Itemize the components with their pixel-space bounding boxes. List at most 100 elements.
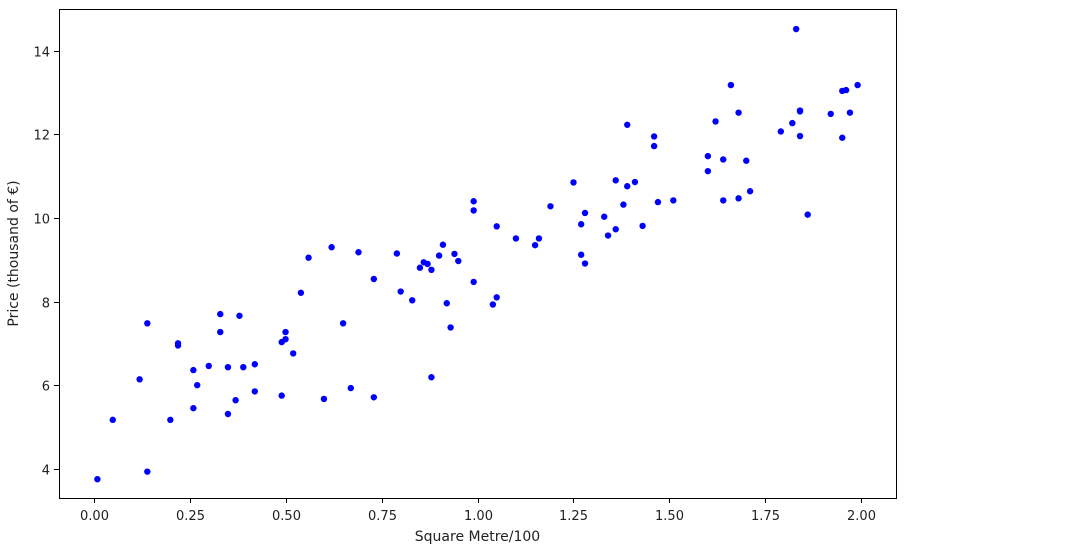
data-point — [577, 251, 585, 258]
data-point — [720, 156, 727, 163]
data-point — [601, 213, 608, 220]
data-point — [393, 250, 401, 257]
data-point — [612, 177, 619, 184]
data-point — [194, 381, 201, 389]
y-axis-title: Price (thousand of €) — [6, 180, 22, 326]
y-tick-label: 8 — [42, 297, 50, 312]
x-tick-label: 1.00 — [464, 509, 493, 524]
data-point — [435, 252, 443, 259]
data-point — [827, 110, 834, 118]
data-point — [144, 320, 151, 327]
data-point — [174, 342, 182, 349]
data-point — [547, 203, 554, 210]
data-point — [670, 197, 677, 204]
data-point — [854, 81, 861, 89]
data-point — [581, 209, 589, 217]
x-tick-label: 0.50 — [272, 509, 301, 524]
data-point — [743, 157, 750, 164]
data-point — [278, 392, 285, 399]
data-point — [439, 241, 447, 248]
data-point — [631, 178, 639, 186]
data-point — [727, 81, 735, 89]
data-point — [650, 142, 658, 150]
x-tick-label: 0.25 — [176, 509, 205, 524]
data-point — [735, 109, 742, 116]
x-tick-label: 2.00 — [847, 509, 876, 524]
x-tick-label: 1.25 — [559, 509, 588, 524]
data-point — [493, 223, 500, 230]
data-point — [224, 363, 232, 371]
data-point — [639, 222, 646, 230]
data-point — [470, 278, 477, 286]
data-point — [347, 384, 354, 392]
data-point — [796, 108, 804, 115]
data-point — [282, 328, 289, 336]
data-point — [570, 179, 577, 186]
data-point — [624, 121, 631, 128]
data-point — [94, 475, 101, 483]
data-point — [804, 211, 811, 218]
data-point — [416, 264, 424, 271]
data-point — [224, 410, 232, 418]
x-axis: 0.00 0.25 0.50 0.75 1.00 1.25 1.50 1.75 2.00 — [80, 498, 876, 524]
x-tick-label: 1.50 — [655, 509, 684, 524]
data-point — [370, 275, 378, 283]
x-tick-label: 0.00 — [80, 509, 109, 524]
data-point — [796, 132, 804, 140]
data-point — [278, 338, 285, 346]
data-point — [339, 320, 347, 327]
data-point — [320, 395, 328, 403]
data-point — [443, 300, 450, 307]
data-point — [424, 260, 431, 268]
x-tick-label: 0.75 — [368, 509, 397, 524]
data-point — [650, 133, 658, 140]
data-point — [620, 201, 627, 208]
data-point — [470, 198, 477, 205]
data-point — [355, 249, 362, 256]
data-point — [846, 109, 854, 116]
data-point — [470, 207, 477, 214]
data-point — [777, 128, 785, 135]
data-point — [535, 235, 543, 242]
data-point — [624, 183, 631, 190]
data-point — [217, 310, 224, 318]
data-point — [704, 167, 712, 175]
data-point — [428, 374, 435, 381]
data-point — [217, 328, 224, 336]
points-layer — [94, 25, 861, 483]
data-point — [136, 376, 143, 383]
data-point — [604, 232, 612, 239]
data-point — [612, 226, 619, 233]
y-tick-label: 4 — [42, 464, 50, 479]
data-point — [190, 404, 197, 412]
data-point — [290, 350, 297, 357]
data-point — [428, 266, 435, 273]
data-point — [577, 221, 585, 228]
data-point — [297, 289, 305, 296]
data-point — [190, 366, 197, 374]
data-point — [792, 25, 800, 33]
x-tick-label: 1.75 — [751, 509, 780, 524]
data-point — [720, 197, 727, 204]
data-point — [240, 363, 247, 371]
data-point — [746, 188, 754, 195]
data-point — [842, 86, 850, 94]
data-point — [654, 198, 662, 206]
data-point — [409, 297, 416, 304]
data-point — [489, 301, 497, 308]
data-point — [451, 250, 458, 258]
data-point — [512, 235, 520, 242]
x-axis-title: Square Metre/100 — [415, 529, 540, 545]
y-tick-label: 12 — [33, 129, 50, 144]
plot-frame — [59, 9, 897, 499]
data-point — [305, 254, 312, 261]
data-point — [735, 195, 742, 202]
data-point — [109, 416, 116, 424]
data-point — [167, 416, 174, 424]
y-axis: 4 6 8 10 12 14 — [33, 46, 59, 479]
y-tick-label: 6 — [42, 380, 50, 395]
data-point — [581, 260, 589, 267]
data-point — [236, 312, 243, 319]
